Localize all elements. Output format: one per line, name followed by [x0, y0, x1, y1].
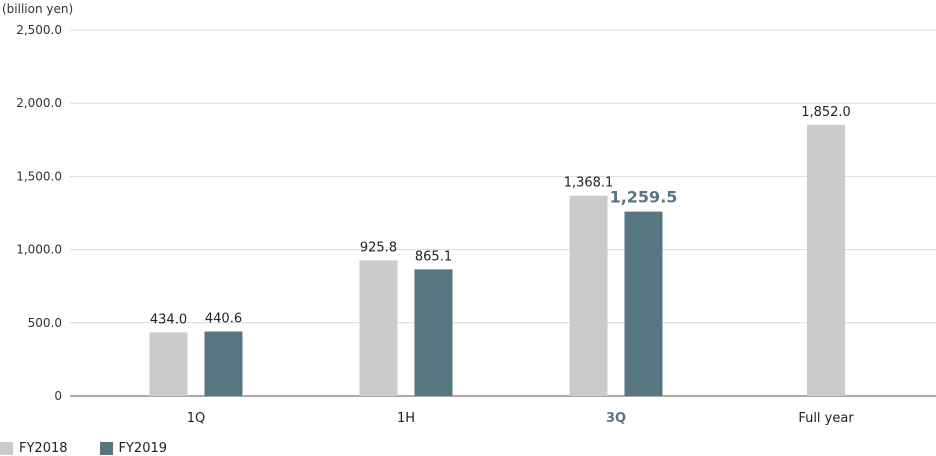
legend-item-fy2019: FY2019: [99, 440, 168, 456]
bar-fy2018-3q: [569, 195, 608, 396]
data-label: 434.0: [150, 312, 187, 327]
y-tick-label: 2,000.0: [16, 96, 62, 110]
x-tick-label: 1Q: [187, 411, 206, 426]
legend-label-fy2019: FY2019: [118, 440, 168, 456]
y-tick-label: 1,000.0: [16, 243, 62, 257]
x-tick-label: Full year: [798, 411, 854, 426]
data-label: 1,259.5: [610, 188, 678, 207]
bar-fy2019-1h: [414, 269, 453, 396]
gridlines: [70, 29, 936, 397]
legend: FY2018 FY2019: [0, 440, 199, 456]
data-labels: 434.0 440.6 925.8 865.1 1,368.11,259.5 1,852.…: [150, 105, 851, 328]
legend-label-fy2018: FY2018: [19, 440, 68, 456]
bar-fy2019-3q: [624, 211, 663, 396]
data-label: 1,852.0: [801, 105, 851, 120]
y-tick-label: 1,500.0: [16, 169, 62, 183]
x-tick-label: 3Q: [606, 411, 626, 426]
bar-fy2019-1q: [204, 331, 243, 396]
data-label: 1,368.1: [564, 176, 614, 191]
bars: [149, 124, 845, 397]
data-label: 925.8: [360, 240, 397, 255]
y-axis-tick-labels: 0 500.0 1,000.0 1,500.0 2,000.0 2,500.0: [16, 23, 62, 403]
x-tick-label: 1H: [397, 411, 415, 426]
bar-fy2018-1h: [359, 260, 398, 396]
legend-swatch-fy2018: [0, 441, 13, 455]
x-axis-tick-labels: 1Q 1H 3Q Full year: [187, 411, 855, 426]
y-tick-label: 2,500.0: [16, 23, 62, 37]
bar-fy2018-full-year: [807, 124, 845, 397]
data-label: 440.6: [205, 311, 242, 326]
legend-swatch-fy2019: [99, 441, 113, 455]
y-axis-unit-label: (billion yen): [2, 2, 74, 16]
bar-fy2018-1q: [149, 332, 188, 396]
y-tick-label: 0: [54, 389, 62, 403]
legend-item-fy2018: FY2018: [0, 441, 68, 456]
data-label: 865.1: [415, 249, 452, 264]
y-tick-label: 500.0: [28, 316, 62, 330]
